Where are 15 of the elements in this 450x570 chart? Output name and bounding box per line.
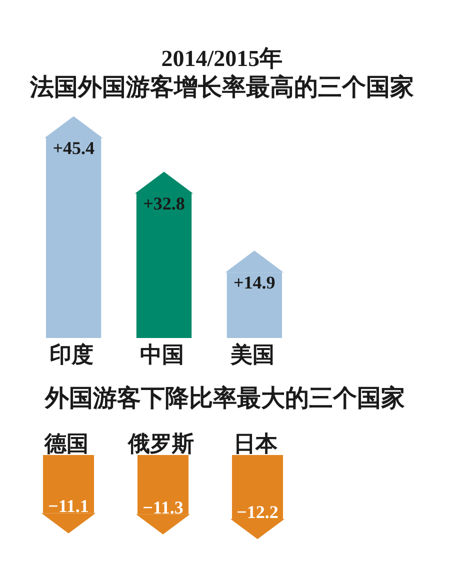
data-label: −11.1	[48, 496, 89, 516]
data-label: +14.9	[234, 272, 276, 292]
data-label: +32.8	[143, 194, 185, 214]
data-label: −12.2	[236, 502, 278, 522]
x-tick-label: 美国	[229, 342, 274, 367]
chart-title: 2014/2015年	[161, 46, 283, 71]
x-tick-label: 俄罗斯	[127, 431, 194, 456]
data-label: −11.3	[142, 497, 184, 518]
x-tick-label: 印度	[50, 342, 94, 367]
x-tick-label: 中国	[140, 342, 184, 367]
x-tick-label: 德国	[44, 431, 89, 456]
data-label: +45.4	[52, 138, 94, 158]
chart-title: 外国游客下降比率最大的三个国家	[44, 385, 405, 412]
chart-subtitle: 法国外国游客增长率最高的三个国家	[29, 73, 414, 101]
x-tick-label: 日本	[233, 431, 278, 456]
